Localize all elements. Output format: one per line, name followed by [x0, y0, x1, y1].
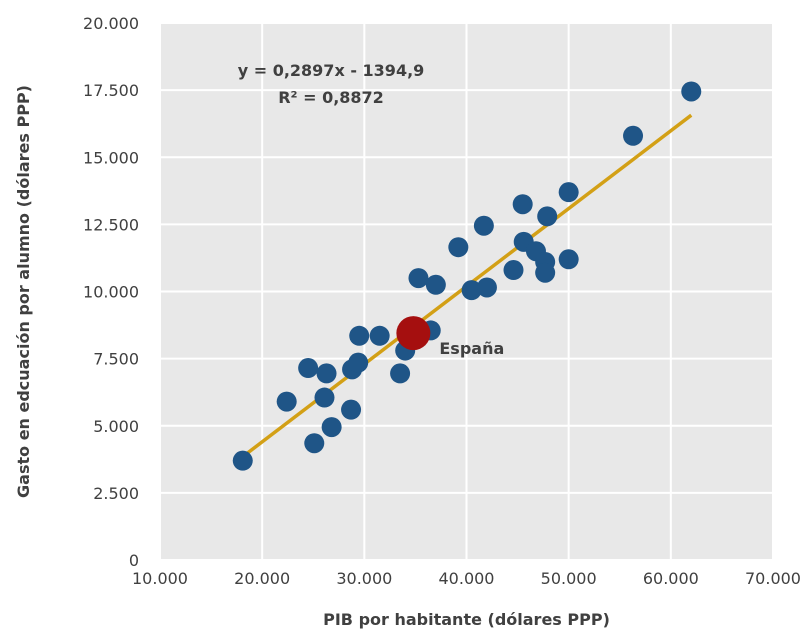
data-point	[476, 277, 497, 298]
data-point	[390, 363, 411, 384]
x-tick-label: 50.000	[541, 569, 597, 588]
data-point	[425, 274, 446, 295]
y-tick-label: 17.500	[83, 81, 139, 100]
x-tick-label: 40.000	[439, 569, 495, 588]
data-point	[232, 450, 253, 471]
data-point	[535, 262, 556, 283]
y-tick-label: 5.000	[93, 417, 139, 436]
y-tick-label: 0	[129, 551, 139, 570]
y-tick-label: 2.500	[93, 484, 139, 503]
data-point	[512, 194, 533, 215]
data-point	[348, 352, 369, 373]
tick-labels: 10.000 20.000 30.000 40.000 50.000 60.000 70.0…	[83, 14, 801, 588]
data-point	[558, 182, 579, 203]
x-tick-label: 20.000	[234, 569, 290, 588]
grid-lines	[159, 22, 774, 561]
data-point	[537, 206, 558, 227]
data-point	[314, 387, 335, 408]
y-tick-label: 15.000	[83, 148, 139, 167]
data-point	[298, 358, 319, 379]
data-point	[461, 280, 482, 301]
x-tick-label: 10.000	[132, 569, 188, 588]
data-point	[341, 399, 362, 420]
data-point	[558, 249, 579, 270]
x-tick-label: 60.000	[643, 569, 699, 588]
highlight-label: España	[439, 339, 504, 358]
x-tick-label: 30.000	[336, 569, 392, 588]
data-point	[276, 391, 297, 412]
data-point	[408, 268, 429, 289]
data-point	[448, 237, 469, 258]
trend-equation: y = 0,2897x - 1394,9	[238, 61, 425, 80]
data-point	[321, 417, 342, 438]
y-tick-label: 10.000	[83, 283, 139, 302]
data-point	[623, 125, 644, 146]
data-point	[503, 260, 524, 281]
data-point	[473, 215, 494, 236]
y-tick-label: 12.500	[83, 215, 139, 234]
data-point	[316, 363, 337, 384]
y-tick-label: 20.000	[83, 14, 139, 33]
trend-r-squared: R² = 0,8872	[278, 88, 384, 107]
x-tick-label: 70.000	[745, 569, 801, 588]
data-point	[304, 433, 325, 454]
data-point	[349, 325, 370, 346]
data-points	[232, 81, 702, 471]
y-axis-title: Gasto en edcuación por alumno (dólares P…	[14, 85, 33, 498]
x-axis-title: PIB por habitante (dólares PPP)	[323, 610, 610, 629]
data-point	[369, 325, 390, 346]
data-point	[681, 81, 702, 102]
highlight-point-espana	[396, 316, 431, 351]
y-tick-label: 7.500	[93, 350, 139, 369]
